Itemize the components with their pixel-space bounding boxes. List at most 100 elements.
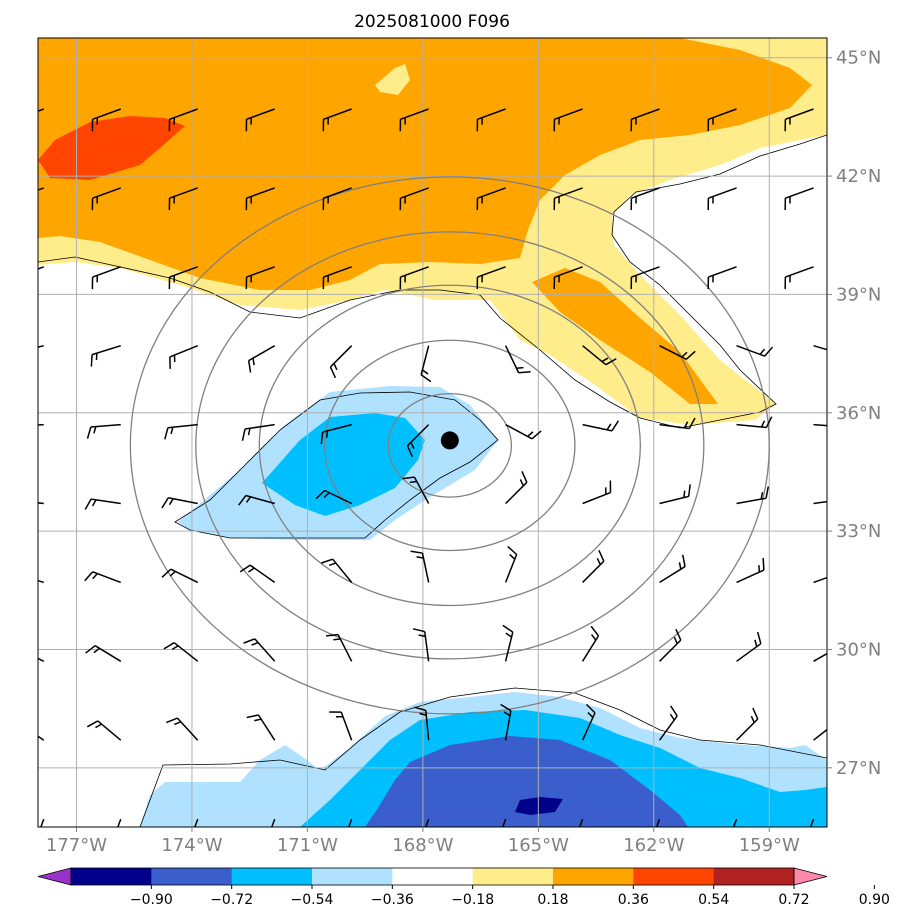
- contour-line-center: [174, 391, 499, 539]
- wind-barb: [736, 631, 762, 662]
- x-tick-label: 165°W: [508, 835, 569, 856]
- wind-barb: [315, 489, 353, 505]
- colorbar-segment: [472, 868, 554, 885]
- wind-barb: [38, 657, 45, 662]
- x-tick-label: 168°W: [392, 835, 453, 856]
- contour-fill-neg-0-54-south: [365, 736, 688, 827]
- wind-barb: [659, 554, 686, 584]
- wind-barb: [707, 108, 737, 132]
- wind-barb: [243, 638, 276, 662]
- colorbar-segment: [151, 868, 233, 885]
- wind-barb: [166, 717, 199, 741]
- wind-barb: [322, 108, 352, 132]
- colorbar-tick-label: 0.18: [537, 892, 568, 908]
- wind-barb: [38, 735, 45, 741]
- wind-barb: [582, 420, 620, 432]
- range-ring: [129, 176, 770, 715]
- wind-barb: [658, 705, 678, 741]
- range-rings: [129, 176, 770, 715]
- wind-barb: [321, 558, 353, 583]
- wind-barb: [582, 549, 605, 583]
- negative-anomaly-center: [178, 386, 498, 540]
- wind-barb: [420, 345, 432, 383]
- wind-barb: [38, 266, 45, 270]
- contour-fill-neg-0-36: [262, 413, 425, 516]
- wind-barb: [476, 187, 506, 211]
- wind-barb: [784, 266, 814, 290]
- wind-barb: [38, 423, 44, 426]
- wind-barb: [707, 187, 737, 211]
- colorbar-segment: [633, 868, 715, 885]
- colorbar-extend-low: [37, 867, 72, 886]
- x-tick-label: 171°W: [277, 835, 338, 856]
- wind-barb: [659, 628, 682, 662]
- wind-barb: [86, 720, 122, 741]
- y-tick-label: 42°N: [836, 166, 881, 187]
- wind-barb: [630, 187, 660, 211]
- contour-fill-neg-0-72-south: [515, 797, 563, 815]
- x-axis-ticks: 177°W 174°W 171°W 168°W 165°W 162°W 159°W: [46, 827, 800, 856]
- colorbar-segment: [312, 868, 393, 885]
- wind-barb: [659, 345, 696, 360]
- wind-barb: [91, 187, 122, 211]
- wind-barb: [38, 108, 45, 112]
- wind-barb: [736, 416, 773, 429]
- chart-title: 2025081000 F096: [354, 12, 510, 32]
- range-ring: [387, 392, 513, 498]
- wind-barb: [161, 568, 199, 584]
- wind-barb: [736, 707, 759, 741]
- wind-barb: [813, 423, 827, 427]
- wind-barb: [246, 714, 276, 741]
- wind-barb: [168, 187, 198, 211]
- wind-barb: [40, 818, 45, 827]
- wind-barb: [553, 266, 583, 290]
- contour-fill-0-54: [38, 116, 185, 180]
- wind-barb: [813, 344, 827, 351]
- wind-barb: [245, 266, 275, 290]
- y-tick-label: 36°N: [836, 403, 881, 424]
- wind-barb: [476, 266, 506, 290]
- wind-barb: [194, 818, 199, 827]
- wind-barb: [322, 266, 352, 290]
- wind-barb: [271, 818, 276, 827]
- wind-barb: [239, 564, 276, 584]
- wind-barb: [322, 187, 352, 211]
- wind-barb: [809, 818, 815, 827]
- colorbar-segment: [71, 868, 152, 885]
- wind-barb: [90, 344, 121, 367]
- wind-barb: [247, 345, 276, 373]
- colorbar-segment: [231, 868, 313, 885]
- wind-barb: [84, 498, 121, 510]
- wind-barb: [402, 476, 430, 504]
- colorbar-segment: [392, 868, 474, 885]
- wind-barb: [169, 345, 199, 369]
- wind-barb: [326, 633, 353, 662]
- x-tick-label: 177°W: [46, 835, 107, 856]
- y-tick-label: 39°N: [836, 284, 881, 305]
- wind-barb: [238, 494, 275, 506]
- wind-barb: [38, 579, 44, 584]
- colorbar-tick-label: −0.18: [451, 892, 494, 908]
- wind-barb: [406, 424, 430, 458]
- map-area: [38, 38, 827, 827]
- contour-line-north: [38, 134, 827, 429]
- wind-barb: [117, 818, 122, 827]
- wind-barb: [38, 187, 45, 191]
- wind-barb: [784, 108, 814, 132]
- wind-barb: [38, 502, 44, 505]
- wind-barb: [784, 187, 814, 211]
- wind-barb: [245, 108, 275, 132]
- contour-fill-0-36-south: [532, 268, 718, 404]
- wind-barb: [245, 187, 275, 211]
- wind-barb: [348, 818, 353, 827]
- wind-barb: [581, 703, 596, 741]
- wind-barb: [410, 550, 430, 583]
- wind-barb: [329, 711, 353, 741]
- colorbar-frame: [70, 867, 795, 886]
- colorbar-tick-label: −0.36: [371, 892, 414, 908]
- range-ring: [258, 284, 641, 607]
- wind-barb: [85, 645, 122, 662]
- wind-barb: [241, 423, 275, 441]
- wind-barb: [553, 187, 583, 211]
- map-frame: [37, 37, 828, 828]
